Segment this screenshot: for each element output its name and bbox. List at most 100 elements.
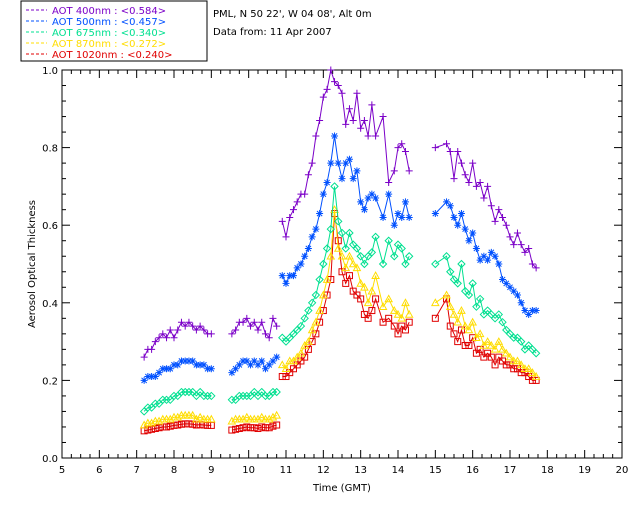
data-point-diamond xyxy=(442,252,451,261)
data-point-diamond xyxy=(446,267,455,276)
data-point-triangle xyxy=(281,364,291,373)
data-point-square xyxy=(273,421,281,429)
data-point-plus xyxy=(357,124,365,132)
data-point-plus xyxy=(431,144,439,152)
data-point-diamond xyxy=(390,252,399,261)
data-point-star xyxy=(235,361,243,369)
data-point-triangle xyxy=(430,298,440,307)
data-point-plus xyxy=(207,330,215,338)
data-point-square xyxy=(345,272,353,280)
data-point-plus xyxy=(200,326,208,334)
data-point-square xyxy=(379,318,387,326)
data-point-diamond xyxy=(207,391,216,401)
data-point-diamond xyxy=(162,395,171,405)
data-point-star xyxy=(155,369,163,377)
x-tick-label: 14 xyxy=(392,465,405,476)
data-point-star xyxy=(174,361,182,369)
data-point-diamond xyxy=(268,387,278,397)
data-point-triangle xyxy=(516,360,526,369)
data-point-square xyxy=(258,423,266,431)
data-point-diamond xyxy=(352,244,362,253)
data-point-diamond xyxy=(378,259,388,269)
data-point-star xyxy=(148,373,156,381)
data-point-diamond xyxy=(464,290,474,300)
data-point-star xyxy=(472,244,480,252)
x-tick-label: 6 xyxy=(96,465,102,476)
data-point-star xyxy=(398,213,406,221)
data-point-plus xyxy=(450,175,458,183)
data-point-star xyxy=(394,210,402,218)
legend-box xyxy=(20,0,208,62)
data-point-square xyxy=(532,376,540,384)
data-point-star xyxy=(304,244,312,252)
data-point-diamond xyxy=(296,321,306,331)
x-tick-label: 15 xyxy=(429,465,442,476)
data-point-star xyxy=(469,229,477,237)
data-point-star xyxy=(273,353,281,361)
data-point-star xyxy=(476,256,484,264)
data-point-square xyxy=(155,424,163,432)
data-point-plus xyxy=(487,202,495,210)
data-point-square xyxy=(487,353,495,361)
data-point-plus xyxy=(159,330,167,338)
data-point-square xyxy=(472,349,480,357)
data-point-square xyxy=(499,357,507,365)
data-point-square xyxy=(372,295,380,303)
site-info: PML, N 50 22', W 04 08', Alt 0m Data fro… xyxy=(213,9,372,38)
data-point-triangle xyxy=(147,418,156,427)
data-point-triangle xyxy=(363,298,373,307)
data-point-triangle xyxy=(242,412,252,421)
data-point-plus xyxy=(273,322,281,330)
data-point-square xyxy=(446,322,454,330)
data-point-plus xyxy=(353,89,361,97)
data-point-plus xyxy=(247,322,255,330)
legend-entry: AOT 870nm : <0.272> xyxy=(52,39,166,50)
data-point-plus xyxy=(510,241,518,249)
data-point-star xyxy=(454,221,462,229)
data-point-diamond xyxy=(261,391,270,401)
data-point-star xyxy=(431,210,439,218)
data-point-plus xyxy=(140,353,148,361)
data-point-square xyxy=(269,422,277,430)
data-point-plus xyxy=(304,171,312,179)
data-point-diamond xyxy=(143,403,153,412)
data-point-square xyxy=(265,424,273,432)
data-point-triangle xyxy=(384,294,394,303)
data-point-plus xyxy=(491,217,499,225)
x-tick-label: 5 xyxy=(59,465,65,476)
data-point-plus xyxy=(385,179,393,187)
data-point-plus xyxy=(239,318,247,326)
data-point-square xyxy=(293,361,301,369)
data-point-triangle xyxy=(501,348,511,357)
y-tick-label: 1.0 xyxy=(42,66,58,77)
data-point-triangle xyxy=(337,251,347,260)
data-point-star xyxy=(480,252,488,260)
data-point-plus xyxy=(499,213,507,221)
data-point-plus xyxy=(327,66,335,74)
data-point-star xyxy=(151,373,159,381)
data-point-square xyxy=(385,314,393,322)
data-point-square xyxy=(484,349,492,357)
site-location-text: PML, N 50 22', W 04 08', Alt 0m xyxy=(213,9,372,20)
data-point-plus xyxy=(405,167,413,175)
data-point-star xyxy=(286,272,294,280)
data-point-star xyxy=(261,365,269,373)
data-point-diamond xyxy=(401,259,410,269)
data-point-square xyxy=(525,373,533,381)
data-point-diamond xyxy=(498,317,507,327)
data-point-square xyxy=(360,310,368,318)
data-point-star xyxy=(506,283,514,291)
data-point-plus xyxy=(185,318,193,326)
data-point-triangle xyxy=(264,414,274,423)
data-point-plus xyxy=(532,264,540,272)
data-point-plus xyxy=(254,326,262,334)
data-point-triangle xyxy=(513,356,522,365)
data-point-plus xyxy=(243,314,251,322)
data-point-triangle xyxy=(528,368,537,376)
data-point-plus xyxy=(166,326,174,334)
data-point-triangle xyxy=(449,309,459,318)
data-point-plus xyxy=(148,345,156,353)
data-point-triangle xyxy=(322,274,332,283)
data-point-triangle xyxy=(139,420,149,429)
data-point-star xyxy=(177,357,185,365)
